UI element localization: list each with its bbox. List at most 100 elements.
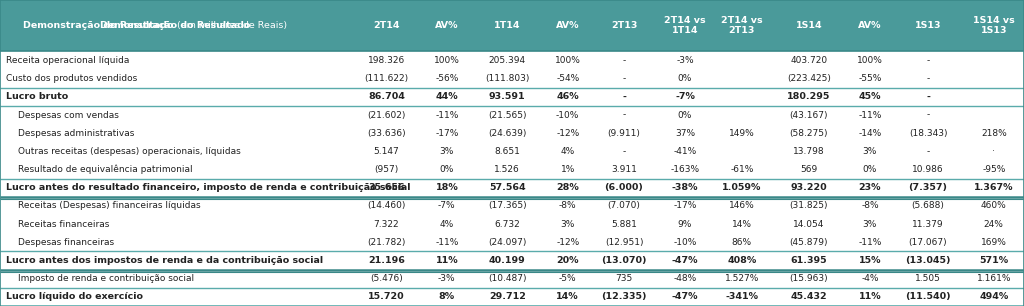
Bar [0, 0, 1024, 51]
Text: Demonstração do Resultado: Demonstração do Resultado [24, 21, 174, 30]
Text: 11%: 11% [858, 293, 882, 301]
Text: 4%: 4% [439, 220, 454, 229]
Text: 408%: 408% [727, 256, 757, 265]
Bar [0, 106, 1024, 124]
Text: 10.986: 10.986 [912, 165, 944, 174]
Text: 494%: 494% [979, 293, 1009, 301]
Text: (13.070): (13.070) [601, 256, 647, 265]
Text: Resultado de equivalência patrimonial: Resultado de equivalência patrimonial [18, 165, 194, 174]
Bar [0, 252, 1024, 270]
Text: 0%: 0% [678, 110, 692, 120]
Text: 5.881: 5.881 [611, 220, 637, 229]
Bar [0, 161, 1024, 179]
Text: 1S14: 1S14 [796, 21, 822, 30]
Text: 35.656: 35.656 [368, 183, 404, 192]
Text: -3%: -3% [438, 274, 456, 283]
Text: (45.879): (45.879) [790, 238, 828, 247]
Text: 1S13: 1S13 [914, 21, 941, 30]
Text: -48%: -48% [674, 274, 696, 283]
Text: 146%: 146% [729, 201, 755, 211]
Text: (13.045): (13.045) [905, 256, 950, 265]
Text: 218%: 218% [981, 129, 1007, 138]
Text: 3%: 3% [439, 147, 454, 156]
Text: 149%: 149% [729, 129, 755, 138]
Text: (223.425): (223.425) [787, 74, 830, 83]
Text: -: - [623, 110, 626, 120]
Text: 8.651: 8.651 [495, 147, 520, 156]
Text: Despesas administrativas: Despesas administrativas [18, 129, 135, 138]
Text: 1.526: 1.526 [495, 165, 520, 174]
Text: 57.564: 57.564 [488, 183, 525, 192]
Text: 20%: 20% [556, 256, 579, 265]
Text: Lucro antes do resultado financeiro, imposto de renda e contribuição social: Lucro antes do resultado financeiro, imp… [6, 183, 411, 192]
Text: 2T14 vs
1T14: 2T14 vs 1T14 [665, 16, 706, 35]
Text: (111.622): (111.622) [365, 74, 409, 83]
Text: 93.591: 93.591 [488, 92, 525, 101]
Text: 5.147: 5.147 [374, 147, 399, 156]
Text: Outras receitas (despesas) operacionais, líquidas: Outras receitas (despesas) operacionais,… [18, 147, 242, 156]
Text: -: - [623, 56, 626, 65]
Text: -: - [623, 74, 626, 83]
Text: 93.220: 93.220 [791, 183, 827, 192]
Text: ·: · [992, 147, 995, 156]
Text: -12%: -12% [556, 238, 580, 247]
Text: 1T14: 1T14 [494, 21, 520, 30]
Text: (24.097): (24.097) [488, 238, 526, 247]
Text: -47%: -47% [672, 256, 698, 265]
Text: (31.825): (31.825) [790, 201, 828, 211]
Text: 100%: 100% [555, 56, 581, 65]
Text: -38%: -38% [672, 183, 698, 192]
Text: -: - [927, 110, 930, 120]
Text: -7%: -7% [675, 92, 695, 101]
Text: -: - [622, 92, 626, 101]
Text: 1.161%: 1.161% [977, 274, 1011, 283]
Text: 1.527%: 1.527% [725, 274, 759, 283]
Text: Lucro bruto: Lucro bruto [6, 92, 69, 101]
Text: (15.963): (15.963) [790, 274, 828, 283]
Text: 3%: 3% [560, 220, 574, 229]
Bar [0, 142, 1024, 161]
Text: Demonstração do Resultado: Demonstração do Resultado [99, 21, 250, 30]
Text: -10%: -10% [674, 238, 696, 247]
Text: (58.275): (58.275) [790, 129, 828, 138]
Text: -61%: -61% [730, 165, 754, 174]
Text: (21.602): (21.602) [368, 110, 406, 120]
Text: 29.712: 29.712 [488, 293, 525, 301]
Text: Receitas (Despesas) financeiras líquidas: Receitas (Despesas) financeiras líquidas [18, 201, 201, 211]
Text: (5.476): (5.476) [370, 274, 402, 283]
Text: 45%: 45% [859, 92, 882, 101]
Text: 21.196: 21.196 [368, 256, 404, 265]
Text: 0%: 0% [678, 74, 692, 83]
Text: 3%: 3% [863, 147, 878, 156]
Text: (10.487): (10.487) [488, 274, 526, 283]
Text: Imposto de renda e contribuição social: Imposto de renda e contribuição social [18, 274, 195, 283]
Text: -95%: -95% [982, 165, 1006, 174]
Text: 205.394: 205.394 [488, 56, 525, 65]
Text: 7.322: 7.322 [374, 220, 399, 229]
Text: (em milhares de Reais): (em milhares de Reais) [174, 21, 287, 30]
Text: 45.432: 45.432 [791, 293, 827, 301]
Text: 14%: 14% [556, 293, 579, 301]
Text: -17%: -17% [435, 129, 459, 138]
Text: (24.639): (24.639) [488, 129, 526, 138]
Text: 86%: 86% [732, 238, 752, 247]
Text: -14%: -14% [858, 129, 882, 138]
Text: -8%: -8% [559, 201, 577, 211]
Text: -47%: -47% [672, 293, 698, 301]
Text: 8%: 8% [438, 293, 455, 301]
Text: 23%: 23% [859, 183, 882, 192]
Text: 198.326: 198.326 [368, 56, 406, 65]
Text: (7.070): (7.070) [607, 201, 640, 211]
Text: 44%: 44% [435, 92, 458, 101]
Text: -: - [927, 147, 930, 156]
Bar [0, 88, 1024, 106]
Text: (17.365): (17.365) [488, 201, 526, 211]
Text: 14%: 14% [732, 220, 752, 229]
Text: (33.636): (33.636) [367, 129, 406, 138]
Text: (111.803): (111.803) [485, 74, 529, 83]
Text: (957): (957) [374, 165, 398, 174]
Text: (21.565): (21.565) [488, 110, 526, 120]
Text: (6.000): (6.000) [604, 183, 643, 192]
Text: 3%: 3% [863, 220, 878, 229]
Text: 100%: 100% [434, 56, 460, 65]
